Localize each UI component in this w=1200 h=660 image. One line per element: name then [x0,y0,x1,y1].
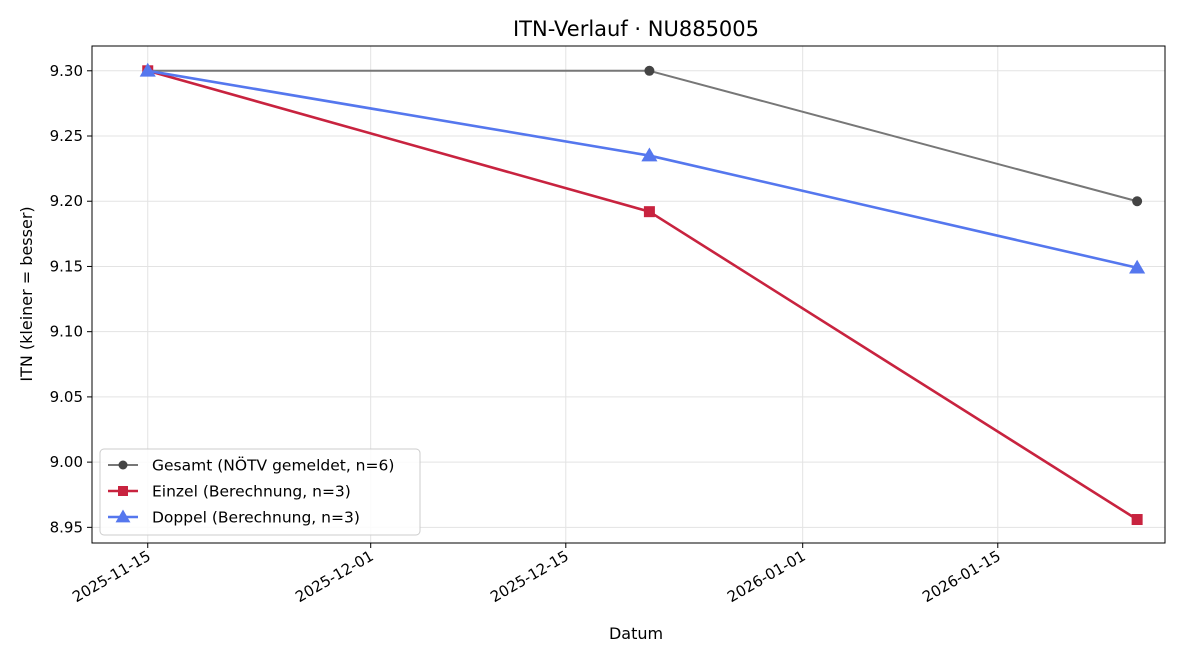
x-tick-label: 2025-12-01 [292,547,377,606]
legend-box [99,448,421,536]
data-point [1132,196,1143,207]
data-point [1131,514,1143,526]
legend-item: Doppel (Berechnung, n=3) [108,509,360,527]
x-tick-label: 2026-01-15 [919,547,1004,606]
legend-label: Doppel (Berechnung, n=3) [152,509,360,527]
series-3 [139,62,1146,274]
y-tick-label: 8.95 [50,518,83,536]
series-lines [139,62,1146,526]
y-tick-label: 9.30 [50,62,83,80]
y-tick-label: 9.05 [50,388,83,406]
legend: Gesamt (NÖTV gemeldet, n=6) Einzel (Berec… [99,448,421,536]
y-tick-label: 9.20 [50,192,83,210]
y-axis-label: ITN (kleiner = besser) [17,206,36,381]
y-tick-label: 9.00 [50,453,83,471]
data-point [643,206,655,218]
plot-frame [91,45,1166,544]
y-tick-label: 9.25 [50,127,83,145]
legend-item: Einzel (Berechnung, n=3) [108,483,351,501]
legend-marker [118,486,128,496]
data-point [641,147,658,162]
x-axis-label: Datum [609,624,663,643]
y-tick-label: 9.10 [50,323,83,341]
legend-label: Einzel (Berechnung, n=3) [152,483,351,501]
legend-marker [118,460,128,470]
legend-item: Gesamt (NÖTV gemeldet, n=6) [108,456,394,475]
data-point [1129,259,1146,274]
data-point [139,62,156,77]
legend-label: Gesamt (NÖTV gemeldet, n=6) [152,456,394,475]
x-tick-label: 2026-01-01 [724,547,809,606]
chart-title: ITN-Verlauf · NU885005 [513,17,759,41]
data-point [644,65,655,76]
series-line [147,69,1138,270]
legend-marker [115,509,131,523]
x-tick-label: 2025-12-15 [487,547,572,606]
x-tick-label: 2025-11-15 [69,547,154,606]
y-tick-label: 9.15 [50,257,83,275]
